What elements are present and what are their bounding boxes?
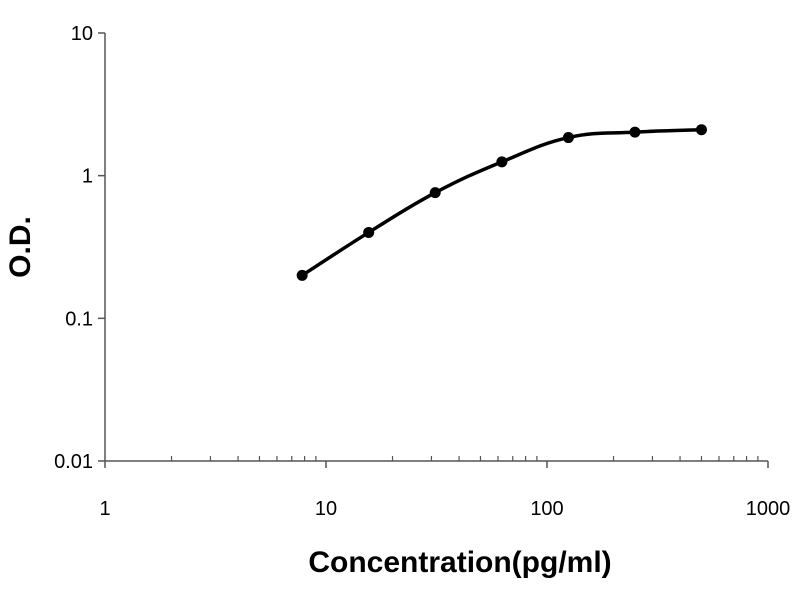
y-tick-label: 0.01	[54, 451, 93, 473]
data-point	[429, 187, 441, 199]
data-point	[695, 124, 707, 136]
data-point	[296, 269, 308, 281]
y-tick-label: 10	[71, 23, 93, 45]
x-tick-label: 100	[530, 498, 563, 520]
y-tick-label: 1	[82, 166, 93, 188]
x-tick-label: 1	[99, 498, 110, 520]
x-tick-label: 1000	[746, 498, 791, 520]
y-tick-label: 0.1	[65, 308, 93, 330]
y-axis-tick-labels: 0.01 0.1 1 10	[54, 23, 93, 473]
series-group	[296, 124, 707, 281]
data-point	[496, 156, 508, 168]
plot-area: 0.01 0.1 1 10 1 10 100 1000	[54, 23, 790, 520]
series-line	[300, 127, 704, 278]
data-point	[629, 126, 641, 138]
x-tick-label: 10	[315, 498, 337, 520]
x-axis-tick-labels: 1 10 100 1000	[99, 498, 790, 520]
x-axis-ticks	[104, 456, 769, 468]
x-axis-title: Concentration(pg/ml)	[308, 546, 611, 579]
y-axis-ticks	[98, 32, 105, 462]
data-point	[363, 226, 375, 238]
y-axis-title: O.D.	[4, 216, 37, 278]
data-point	[562, 132, 574, 144]
